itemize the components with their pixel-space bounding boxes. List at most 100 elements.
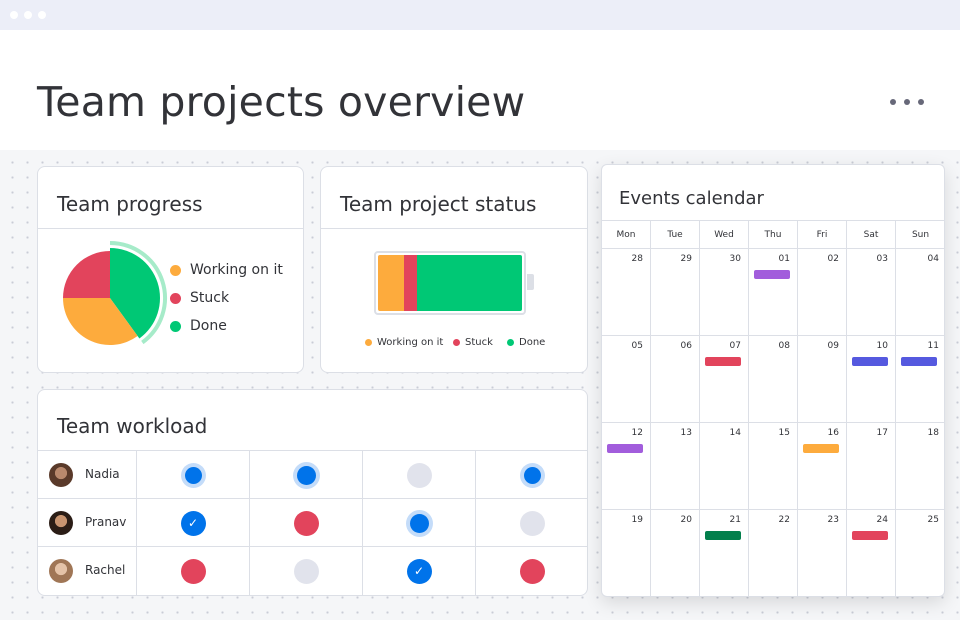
calendar-cell[interactable]: 10 [847,336,896,423]
calendar-cell[interactable]: 16 [798,423,847,510]
card-divider [321,228,587,229]
status-check-icon[interactable]: ✓ [406,558,432,584]
calendar-date: 05 [631,341,643,351]
calendar-day-header: Wed [700,221,749,249]
calendar-date: 25 [927,515,939,525]
calendar-date: 08 [778,341,790,351]
page-header: Team projects overview [0,30,960,150]
status-dot[interactable] [409,513,429,533]
calendar-cell[interactable]: 12 [602,423,651,510]
calendar-cell[interactable]: 11 [896,336,944,423]
calendar-date: 28 [631,254,643,264]
calendar-event[interactable] [705,531,741,540]
calendar-cell[interactable]: 29 [651,249,700,336]
calendar-cell[interactable]: 21 [700,510,749,596]
person-name: Nadia [85,467,120,481]
legend-done: Done [170,318,227,334]
pie-slice-done [110,248,160,339]
person-name: Pranav [85,515,127,529]
status-dot[interactable] [406,462,432,488]
calendar-cell[interactable]: 20 [651,510,700,596]
calendar-cell[interactable]: 14 [700,423,749,510]
calendar-cell[interactable]: 03 [847,249,896,336]
calendar-cell[interactable]: 24 [847,510,896,596]
card-title: Events calendar [619,188,764,209]
calendar-date: 02 [827,254,839,264]
progress-pie-chart [63,241,167,345]
calendar-cell[interactable]: 06 [651,336,700,423]
card-title: Team workload [57,414,208,438]
workload-row: Nadia [38,450,587,498]
calendar-date: 16 [827,428,839,438]
calendar-cell[interactable]: 04 [896,249,944,336]
events-calendar-card: Events calendar Mon Tue Wed Thu Fri Sat Sun 28 2… [601,164,945,597]
calendar-grid: Mon Tue Wed Thu Fri Sat Sun 28 29 30 01 02 03 04 05 06 0… [602,221,944,596]
window-dot [10,11,18,19]
calendar-cell[interactable]: 13 [651,423,700,510]
calendar-date: 29 [680,254,692,264]
status-check-icon[interactable]: ✓ [180,510,206,536]
column-divider [475,450,476,595]
status-dot[interactable] [519,510,545,536]
calendar-cell[interactable]: 08 [749,336,798,423]
calendar-date: 12 [631,428,643,438]
status-bar-stuck [403,255,417,311]
calendar-cell[interactable]: 15 [749,423,798,510]
calendar-event[interactable] [852,357,888,366]
calendar-cell[interactable]: 09 [798,336,847,423]
stuck-dot-icon [170,292,181,304]
status-dot[interactable] [293,510,319,536]
calendar-event[interactable] [705,357,741,366]
calendar-date: 10 [876,341,888,351]
legend-label: Done [190,318,227,334]
pie-slice-stuck [63,251,110,298]
calendar-cell[interactable]: 28 [602,249,651,336]
card-divider [38,228,303,229]
calendar-day-header: Sun [896,221,944,249]
status-dot[interactable] [523,466,541,484]
calendar-cell[interactable]: 05 [602,336,651,423]
calendar-cell[interactable]: 02 [798,249,847,336]
calendar-event[interactable] [754,270,790,279]
calendar-cell[interactable]: 22 [749,510,798,596]
more-options-icon[interactable] [890,90,924,114]
calendar-event[interactable] [607,444,643,453]
working-dot-icon [365,339,372,346]
calendar-cell[interactable]: 19 [602,510,651,596]
calendar-event[interactable] [852,531,888,540]
status-dot[interactable] [296,465,316,485]
calendar-date: 07 [729,341,741,351]
column-divider [362,450,363,595]
card-divider [602,220,944,221]
calendar-cell[interactable]: 07 [700,336,749,423]
legend-stuck: Stuck [170,290,229,306]
calendar-date: 30 [729,254,741,264]
calendar-date: 15 [778,428,790,438]
calendar-day-header: Tue [651,221,700,249]
legend-working: Working on it [170,262,283,278]
status-dot[interactable] [293,558,319,584]
calendar-cell[interactable]: 17 [847,423,896,510]
legend-working: Working on it [365,337,443,348]
status-bar-track [378,255,522,311]
calendar-cell[interactable]: 30 [700,249,749,336]
calendar-day-header: Thu [749,221,798,249]
status-bar-done [416,255,522,311]
legend-stuck: Stuck [453,337,493,348]
window-dot [24,11,32,19]
calendar-day-header: Fri [798,221,847,249]
calendar-event[interactable] [901,357,937,366]
status-dot[interactable] [180,558,206,584]
status-dot[interactable] [519,558,545,584]
window-titlebar [0,0,960,30]
calendar-event[interactable] [803,444,839,453]
column-divider [136,450,137,595]
calendar-cell[interactable]: 23 [798,510,847,596]
calendar-cell[interactable]: 18 [896,423,944,510]
calendar-cell[interactable]: 25 [896,510,944,596]
calendar-date: 06 [680,341,692,351]
calendar-cell[interactable]: 01 [749,249,798,336]
team-workload-card: Team workload Nadia Pranav ✓ Rachel ✓ [37,389,588,596]
status-dot[interactable] [184,466,202,484]
card-title: Team project status [340,192,537,216]
